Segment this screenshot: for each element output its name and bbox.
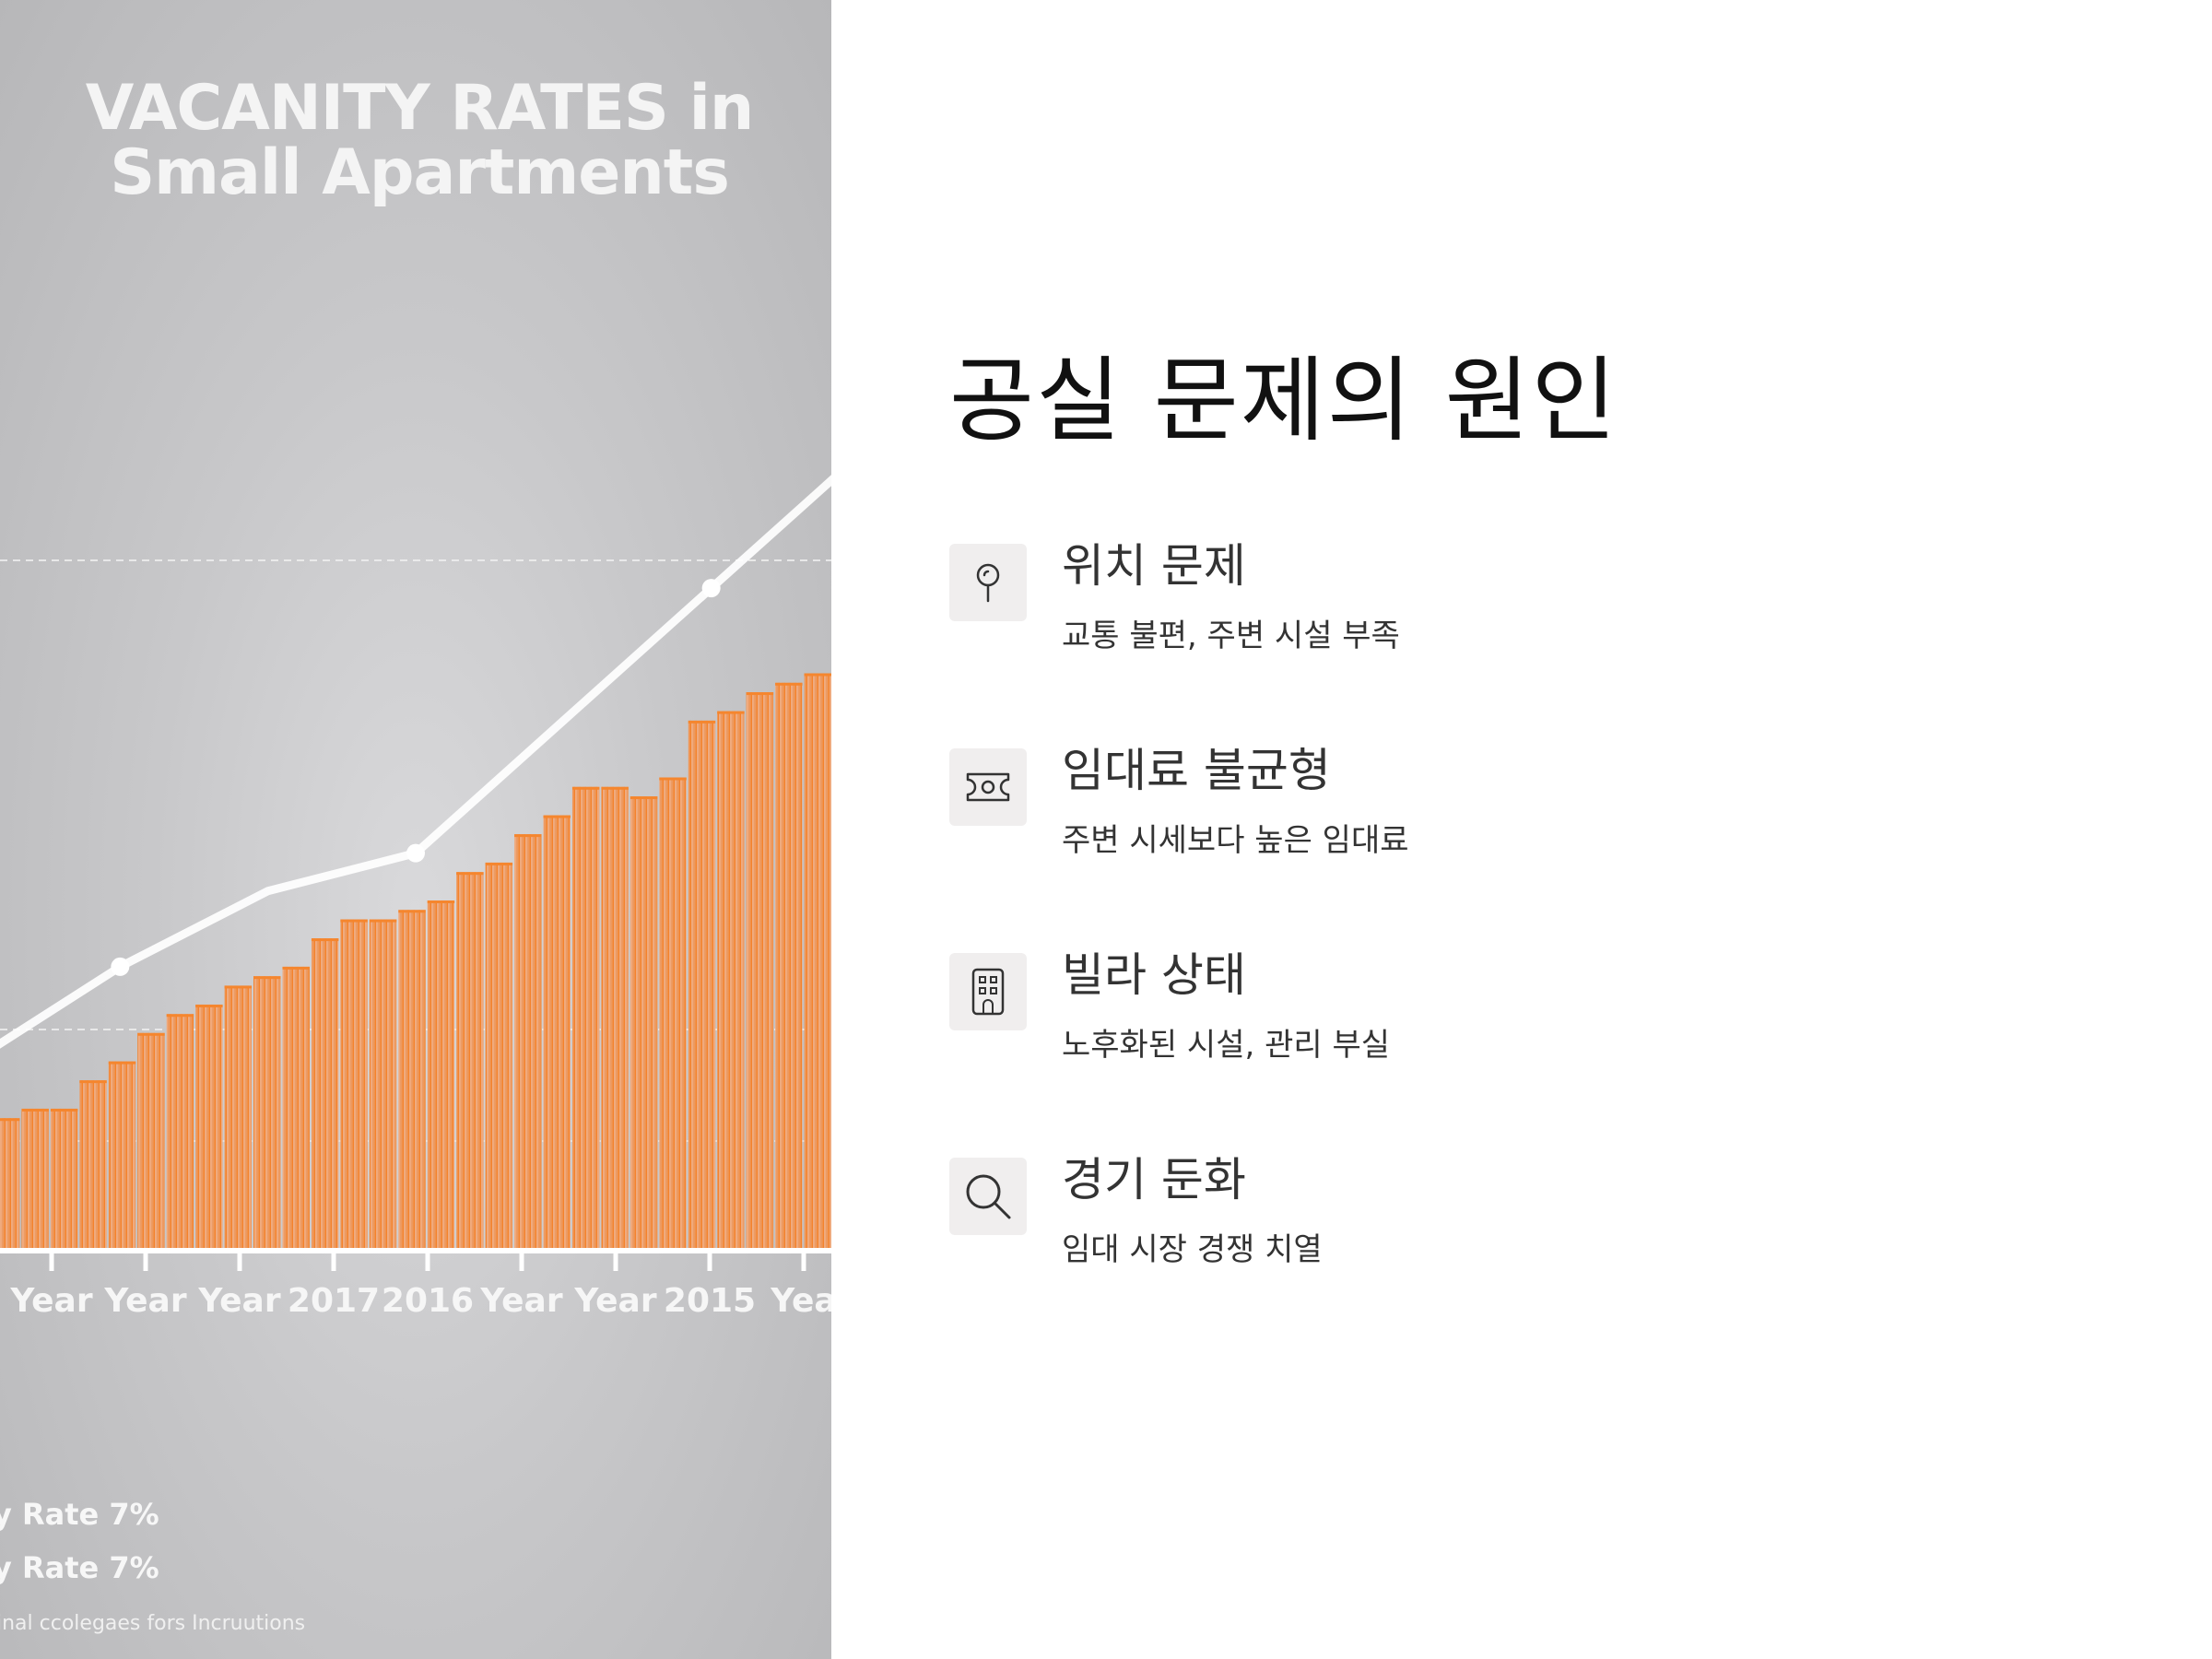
- chart-bar: [688, 720, 716, 1251]
- chart-bar: [543, 815, 571, 1251]
- chart-bar: [456, 872, 484, 1251]
- x-tick-label: Year: [573, 1282, 656, 1320]
- chart-bar-cap: [427, 900, 455, 904]
- image-title-line1: VACANITY RATES in: [86, 72, 754, 145]
- chart-bar-cap: [340, 919, 368, 923]
- cause-description: 노후화된 시설, 관리 부실: [1062, 1027, 1391, 1064]
- chart-bar-cap: [571, 786, 600, 790]
- chart-bar: [166, 1014, 194, 1251]
- x-tick-label: 2016: [382, 1282, 474, 1320]
- chart-bar: [108, 1061, 136, 1251]
- chart-bar: [746, 692, 774, 1251]
- chart-bar-cap: [514, 834, 542, 838]
- x-tick-label: Year: [197, 1282, 280, 1320]
- cause-description: 임대 시장 경쟁 치열: [1062, 1231, 1323, 1268]
- chart-bar-cap: [253, 976, 281, 980]
- vacancy-chart-image: VACANITY RATES in Small Apartments Year Y…: [0, 0, 831, 1659]
- chart-bar-cap: [137, 1032, 165, 1036]
- trend-point: [406, 843, 425, 863]
- chart-bar-cap: [746, 692, 774, 696]
- chart-bar-cap: [717, 711, 745, 714]
- legend-item-1: y Rate 7%: [0, 1497, 159, 1532]
- trend-point: [701, 579, 721, 598]
- chart-bar: [601, 786, 629, 1251]
- chart-bar: [282, 966, 310, 1251]
- chart-bar: [629, 796, 658, 1251]
- chart-bar: [804, 673, 831, 1251]
- list-item: 경기 둔화 임대 시장 경쟁 치열: [949, 1153, 2147, 1362]
- chart-bar-cap: [543, 815, 571, 818]
- chart-bars: [0, 673, 831, 1251]
- x-ticks: Year Year Year 2017 2016 Year Year 2015 Yea: [9, 1251, 831, 1320]
- slide-content: 공실 문제의 원인 위치 문제 교통 불편, 주변 시설 부족: [949, 350, 2147, 1362]
- chart-bar-cap: [804, 673, 831, 677]
- chart-bar-cap: [282, 966, 310, 970]
- chart-bar-cap: [108, 1061, 136, 1065]
- building-icon: [949, 953, 1027, 1030]
- chart-bar: [717, 711, 745, 1251]
- image-footnote: inal ccolegaes fors Incruutions: [0, 1612, 305, 1635]
- chart-bar: [775, 682, 803, 1251]
- search-icon: [949, 1158, 1027, 1235]
- list-item: 빌라 상태 노후화된 시설, 관리 부실: [949, 948, 2147, 1158]
- chart-bar: [427, 900, 455, 1251]
- page-title: 공실 문제의 원인: [949, 347, 1618, 454]
- x-tick-label: 2017: [288, 1282, 380, 1320]
- cause-title: 빌라 상태: [1062, 948, 1246, 1002]
- chart-bar: [311, 938, 339, 1251]
- chart-bar: [224, 985, 253, 1251]
- list-item: 임대료 불균형 주변 시세보다 높은 임대료: [949, 744, 2147, 953]
- x-tick-label: Year: [103, 1282, 186, 1320]
- chart-bar: [21, 1108, 49, 1251]
- chart-bar-cap: [688, 720, 716, 724]
- cause-title: 위치 문제: [1062, 539, 1246, 593]
- chart-bar-cap: [659, 777, 687, 781]
- chart-bar: [485, 862, 513, 1251]
- chart-bar-cap: [224, 985, 253, 989]
- chart-bar-cap: [601, 786, 629, 790]
- legend-item-2: y Rate 7%: [0, 1550, 159, 1585]
- chart-bar: [340, 919, 368, 1251]
- cause-list: 위치 문제 교통 불편, 주변 시설 부족 임대료 불균형 주변 시세보다 높은…: [949, 539, 2147, 1362]
- chart-bar-cap: [775, 682, 803, 686]
- chart-bar: [369, 919, 397, 1251]
- cause-description: 교통 불편, 주변 시설 부족: [1062, 618, 1400, 654]
- x-tick-label: Yea: [770, 1282, 831, 1320]
- chart-bar: [253, 976, 281, 1251]
- chart-bar-cap: [485, 862, 513, 865]
- chart-bar: [79, 1080, 107, 1251]
- chart-bar-cap: [629, 796, 658, 800]
- x-tick-label: 2015: [664, 1282, 756, 1320]
- x-tick-label: Year: [9, 1282, 92, 1320]
- chart-bar-cap: [369, 919, 397, 923]
- list-item: 위치 문제 교통 불편, 주변 시설 부족: [949, 539, 2147, 748]
- money-bill-icon: [949, 748, 1027, 826]
- chart-bar-cap: [311, 938, 339, 942]
- chart-bar-cap: [79, 1080, 107, 1084]
- chart-bar-cap: [166, 1014, 194, 1018]
- cause-description: 주변 시세보다 높은 임대료: [1062, 822, 1409, 859]
- image-title-line2: Small Apartments: [110, 136, 729, 209]
- vacancy-chart: VACANITY RATES in Small Apartments Year Y…: [0, 72, 831, 1635]
- trend-point: [111, 957, 130, 976]
- chart-bar: [0, 1118, 20, 1251]
- chart-bar-cap: [456, 872, 484, 876]
- chart-bar-cap: [398, 910, 426, 913]
- chart-bar: [195, 1004, 223, 1251]
- chart-bar-cap: [50, 1108, 78, 1112]
- x-tick-label: Year: [479, 1282, 562, 1320]
- chart-bar: [514, 834, 542, 1251]
- chart-bar-cap: [21, 1108, 49, 1112]
- chart-bar: [571, 786, 600, 1251]
- chart-bar: [398, 910, 426, 1251]
- map-pin-icon: [949, 544, 1027, 621]
- chart-bar: [50, 1108, 78, 1251]
- chart-bar: [659, 777, 687, 1251]
- cause-title: 경기 둔화: [1062, 1153, 1246, 1206]
- chart-bar-cap: [195, 1004, 223, 1007]
- chart-bar-cap: [0, 1118, 20, 1122]
- chart-bar: [137, 1032, 165, 1251]
- cause-title: 임대료 불균형: [1062, 744, 1331, 797]
- chart-line: [0, 475, 831, 1049]
